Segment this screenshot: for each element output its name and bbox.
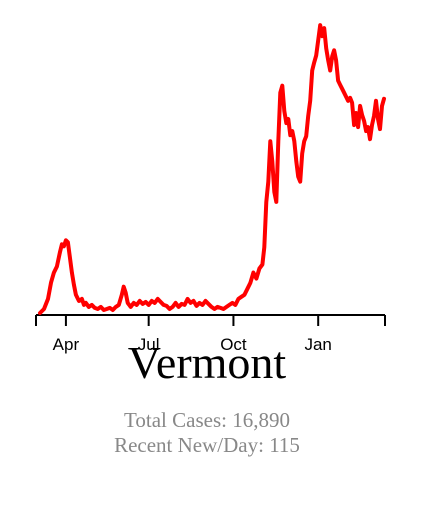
series-line <box>38 23 386 315</box>
recent-new-per-day-text: Recent New/Day: 115 <box>0 435 414 456</box>
line-chart: Apr Jul Oct Jan <box>35 23 386 354</box>
total-cases-label: Total Cases: <box>124 408 227 432</box>
chart-title: Vermont <box>127 337 287 388</box>
x-tick-label-apr: Apr <box>53 335 80 354</box>
recent-label: Recent New/Day: <box>114 433 264 457</box>
x-tick-label-jul: Jul <box>138 335 160 354</box>
x-tick-label-oct: Oct <box>220 335 247 354</box>
x-tick-label-jan: Jan <box>304 335 331 354</box>
total-cases-text: Total Cases: 16,890 <box>0 410 414 431</box>
x-axis: Apr Jul Oct Jan <box>35 314 386 354</box>
recent-new-per-day-value: 115 <box>269 433 300 457</box>
total-cases-value: 16,890 <box>232 408 290 432</box>
